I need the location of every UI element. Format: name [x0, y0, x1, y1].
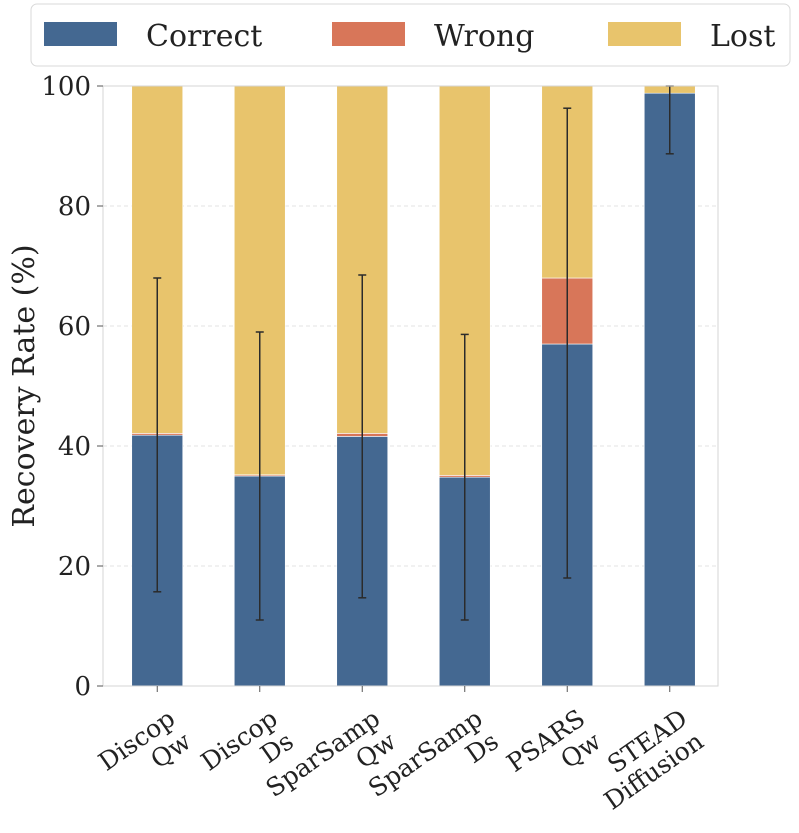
y-axis-label: Recovery Rate (%)	[7, 244, 42, 527]
y-tick-label-20: 20	[58, 552, 91, 582]
axes	[97, 85, 719, 692]
bars	[131, 85, 696, 687]
y-tick-label-100: 100	[41, 72, 91, 102]
legend-label-lost: Lost	[710, 19, 775, 54]
legend-box	[30, 3, 791, 67]
y-tick-label-40: 40	[58, 432, 91, 462]
legend-swatch-wrong	[332, 22, 405, 46]
y-tick-label-0: 0	[74, 672, 91, 702]
legend-label-correct: Correct	[146, 19, 262, 54]
legend-label-wrong: Wrong	[434, 19, 534, 54]
grid-lines	[103, 205, 718, 567]
legend-swatch-correct	[44, 22, 117, 46]
legend-swatch-lost	[608, 22, 681, 46]
plot-frame	[102, 85, 719, 687]
y-tick-labels: 0 20 40 60 80 100	[41, 72, 91, 702]
y-tick-label-80: 80	[58, 192, 91, 222]
legend: Correct Wrong Lost	[30, 3, 791, 67]
error-bars	[153, 85, 674, 621]
y-tick-label-60: 60	[58, 312, 91, 342]
bar-correct-5	[643, 92, 696, 687]
